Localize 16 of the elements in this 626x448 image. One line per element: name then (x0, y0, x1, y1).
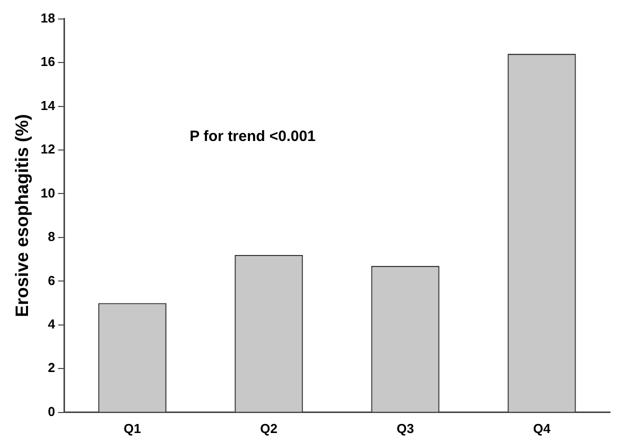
y-tick-label: 0 (48, 404, 56, 419)
y-tick-label: 16 (40, 54, 56, 70)
x-tick-label: Q1 (124, 420, 141, 436)
x-tick-label: Q2 (260, 420, 278, 436)
y-tick-label: 12 (40, 142, 56, 157)
y-axis-title: Erosive esophagitis (%) (12, 114, 32, 318)
y-tick-label: 10 (40, 185, 56, 200)
y-tick-label: 8 (48, 229, 56, 244)
y-tick-label: 6 (48, 272, 56, 288)
annotation: P for trend <0.001 (190, 128, 316, 146)
x-tick-label: Q3 (396, 420, 414, 436)
y-tick-label: 18 (40, 10, 56, 26)
y-tick-label: 4 (48, 316, 56, 332)
y-tick-label: 14 (40, 98, 56, 113)
y-tick-label: 2 (48, 360, 56, 376)
x-tick-label: Q4 (533, 420, 552, 436)
